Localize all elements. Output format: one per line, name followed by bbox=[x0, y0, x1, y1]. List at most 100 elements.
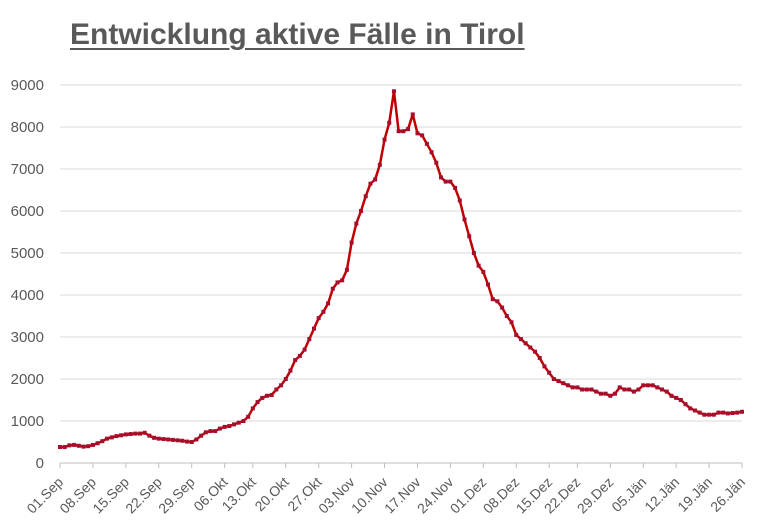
data-point bbox=[645, 383, 650, 388]
data-point bbox=[208, 429, 213, 434]
data-point bbox=[697, 410, 702, 415]
data-point bbox=[194, 437, 199, 442]
y-tick-label: 9000 bbox=[11, 77, 44, 94]
data-point bbox=[391, 89, 396, 94]
data-point bbox=[613, 391, 618, 396]
data-point bbox=[86, 444, 91, 449]
data-point bbox=[711, 412, 716, 417]
data-point bbox=[377, 162, 382, 167]
data-point bbox=[387, 120, 392, 125]
data-point bbox=[420, 133, 425, 138]
data-point bbox=[76, 443, 81, 448]
data-point bbox=[203, 430, 208, 435]
data-point bbox=[674, 395, 679, 400]
gridlines bbox=[60, 84, 742, 464]
data-point bbox=[288, 368, 293, 373]
data-point bbox=[476, 263, 481, 268]
data-point bbox=[448, 179, 453, 184]
data-point bbox=[401, 129, 406, 134]
y-tick-label: 5000 bbox=[11, 245, 44, 262]
data-point bbox=[302, 347, 307, 352]
x-tick-label: 19.Jän bbox=[674, 474, 715, 515]
data-point bbox=[58, 445, 62, 450]
data-point bbox=[100, 439, 105, 444]
data-point bbox=[509, 320, 514, 325]
data-point bbox=[354, 221, 359, 226]
data-point bbox=[462, 217, 467, 222]
data-point bbox=[199, 433, 204, 438]
data-point bbox=[283, 377, 288, 381]
data-point bbox=[434, 160, 439, 165]
data-point bbox=[518, 337, 523, 342]
data-point bbox=[90, 442, 95, 447]
data-point bbox=[683, 402, 688, 407]
data-point bbox=[707, 412, 712, 417]
data-point bbox=[373, 177, 378, 182]
data-point bbox=[490, 297, 495, 302]
data-point bbox=[721, 410, 726, 415]
data-point bbox=[584, 387, 589, 392]
x-tick-label: 03.Nov bbox=[315, 474, 358, 517]
x-tick-label: 01.Dez bbox=[447, 474, 490, 517]
data-point bbox=[152, 435, 157, 440]
data-point bbox=[227, 424, 232, 429]
data-point bbox=[617, 385, 622, 390]
data-point bbox=[504, 314, 509, 318]
data-point bbox=[180, 438, 185, 443]
data-point bbox=[622, 387, 627, 392]
data-point bbox=[307, 337, 312, 342]
data-point bbox=[406, 127, 411, 132]
data-point bbox=[297, 353, 302, 358]
data-point bbox=[349, 240, 354, 245]
x-tick-label: 29.Dez bbox=[574, 474, 617, 517]
data-point bbox=[330, 286, 335, 291]
y-axis: 0 1000 2000 3000 4000 5000 6000 7000 8000 9000 bbox=[11, 77, 44, 472]
data-point bbox=[311, 326, 316, 331]
x-tick-label: 29.Sep bbox=[155, 474, 198, 517]
data-point bbox=[467, 234, 472, 239]
data-point bbox=[575, 385, 580, 390]
data-point bbox=[429, 150, 434, 155]
data-point bbox=[189, 440, 194, 444]
data-point bbox=[344, 267, 349, 272]
data-point bbox=[631, 389, 636, 394]
data-point bbox=[170, 437, 175, 442]
data-point bbox=[438, 175, 443, 180]
data-point bbox=[603, 391, 608, 396]
data-point bbox=[175, 438, 180, 443]
data-point bbox=[716, 410, 721, 415]
data-point bbox=[274, 387, 279, 392]
data-point bbox=[232, 422, 237, 427]
data-point bbox=[486, 282, 491, 287]
data-point bbox=[142, 430, 147, 435]
data-point bbox=[81, 444, 86, 449]
data-point bbox=[424, 141, 429, 146]
data-point bbox=[481, 269, 486, 274]
data-point bbox=[495, 299, 500, 304]
data-point bbox=[359, 209, 364, 213]
data-point bbox=[326, 301, 331, 306]
data-point bbox=[660, 387, 665, 392]
data-point bbox=[453, 185, 458, 190]
data-point bbox=[636, 387, 641, 392]
y-tick-label: 8000 bbox=[11, 119, 44, 136]
data-point bbox=[133, 431, 138, 436]
data-point bbox=[692, 408, 697, 413]
data-point bbox=[114, 434, 119, 439]
data-point bbox=[105, 436, 110, 441]
y-tick-label: 2000 bbox=[11, 371, 44, 388]
data-point bbox=[570, 385, 575, 390]
x-tick-label: 12.Jän bbox=[641, 474, 682, 515]
data-point bbox=[293, 358, 298, 363]
data-point bbox=[316, 316, 321, 321]
data-point bbox=[340, 278, 345, 283]
y-tick-label: 1000 bbox=[11, 413, 44, 430]
y-tick-label: 6000 bbox=[11, 203, 44, 220]
data-point bbox=[184, 439, 189, 444]
data-point bbox=[264, 393, 269, 398]
data-point bbox=[542, 364, 547, 369]
data-point bbox=[551, 377, 556, 381]
data-point bbox=[556, 379, 561, 384]
y-tick-label: 7000 bbox=[11, 161, 44, 178]
